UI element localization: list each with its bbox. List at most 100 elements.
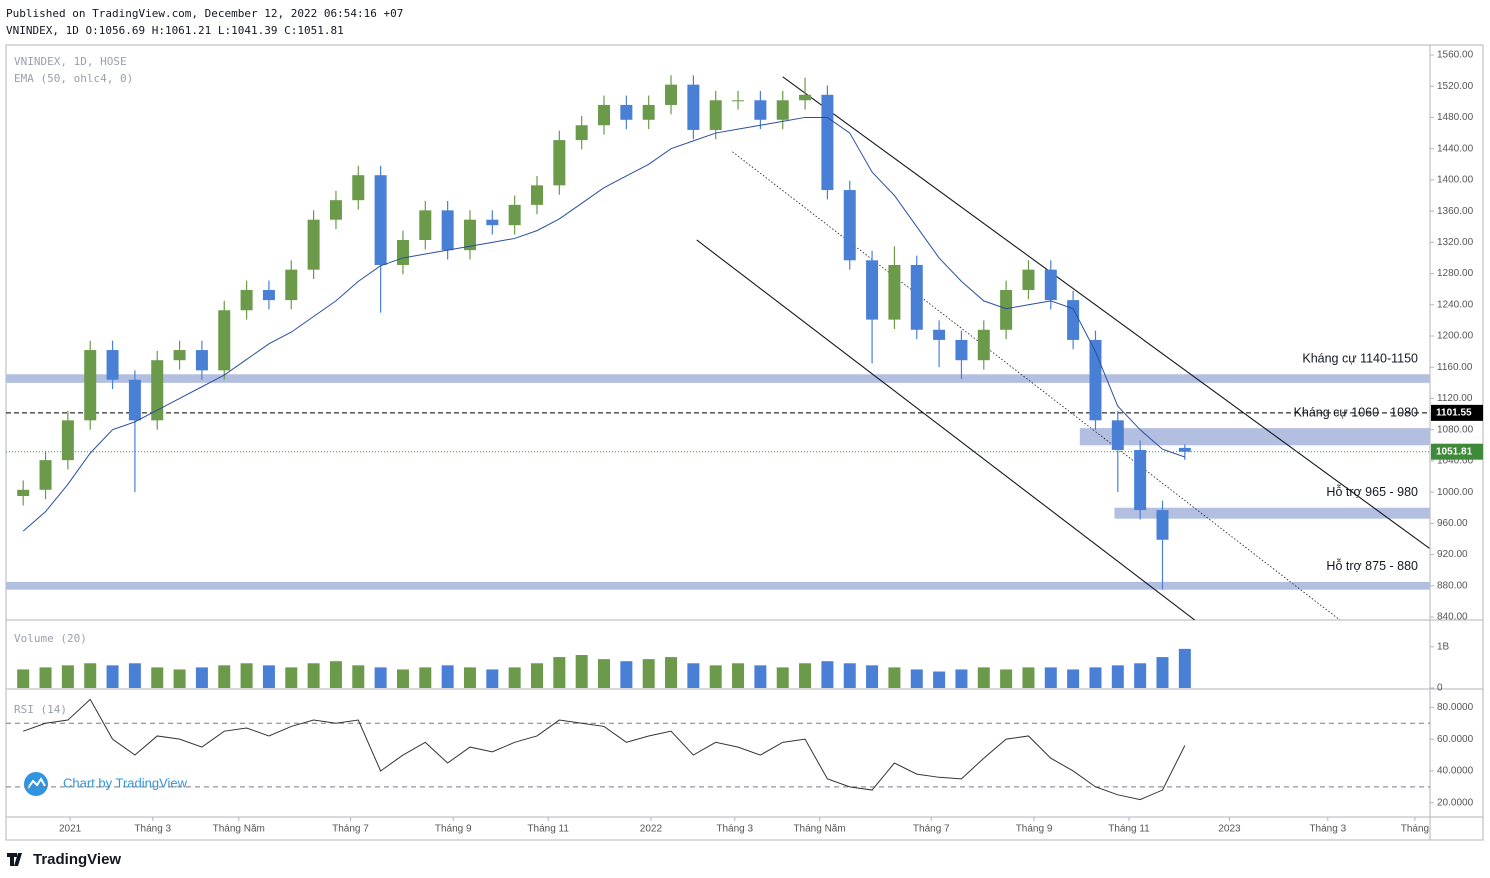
candle-body bbox=[665, 84, 678, 105]
zone bbox=[1079, 428, 1430, 446]
time-tick-label: 2022 bbox=[640, 824, 663, 835]
watermark-icon-line bbox=[27, 777, 46, 789]
zone-label: Hỗ trợ 965 - 980 bbox=[1326, 484, 1418, 499]
rsi-tick-label: 80.0000 bbox=[1437, 702, 1474, 713]
volume-bar bbox=[128, 663, 141, 688]
candle-body bbox=[776, 100, 789, 120]
candle-body bbox=[218, 310, 231, 371]
rsi-line bbox=[23, 698, 1186, 801]
volume-bar bbox=[888, 667, 901, 688]
symbol-legend: VNINDEX, 1D, HOSE bbox=[14, 55, 127, 68]
volume-bar bbox=[642, 659, 655, 688]
time-tick-label: 2021 bbox=[59, 824, 82, 835]
candle-body bbox=[329, 200, 342, 220]
candle-body bbox=[419, 210, 432, 240]
volume-tick-label: 1B bbox=[1437, 641, 1450, 652]
volume-bar bbox=[508, 667, 521, 688]
price-tick-label: 1000.00 bbox=[1437, 487, 1474, 498]
volume-bar bbox=[910, 669, 923, 688]
candle-body bbox=[374, 175, 387, 265]
candle-body bbox=[151, 360, 164, 421]
price-tick-label: 1400.00 bbox=[1437, 175, 1474, 186]
trendline bbox=[696, 239, 1196, 620]
zone bbox=[1114, 507, 1430, 519]
watermark: Chart by TradingView bbox=[24, 772, 188, 796]
volume-bar bbox=[843, 663, 856, 688]
candle-body bbox=[732, 100, 745, 102]
volume-bar bbox=[955, 669, 968, 688]
candle-body bbox=[84, 350, 97, 421]
candle-body bbox=[441, 210, 454, 251]
price-flag-label: 1101.55 bbox=[1436, 408, 1472, 419]
zone-label: Kháng cự 1140-1150 bbox=[1302, 352, 1418, 366]
candle-body bbox=[128, 379, 141, 421]
time-tick-label: Tháng 7 bbox=[913, 824, 950, 835]
price-tick-label: 1080.00 bbox=[1437, 424, 1474, 435]
ohlc-line: VNINDEX, 1D O:1056.69 H:1061.21 L:1041.3… bbox=[6, 24, 344, 37]
time-tick-label: Tháng 3 bbox=[134, 824, 171, 835]
volume-bar bbox=[240, 663, 253, 688]
candle-body bbox=[173, 350, 186, 361]
candle-body bbox=[17, 489, 30, 497]
volume-bar bbox=[553, 657, 566, 688]
candle-body bbox=[61, 420, 74, 461]
price-tick-label: 1160.00 bbox=[1437, 362, 1473, 373]
candle-body bbox=[754, 100, 767, 120]
candle-body bbox=[39, 460, 52, 490]
volume-bar bbox=[262, 665, 275, 688]
volume-tick-label: 0 bbox=[1437, 683, 1443, 694]
price-tick-label: 880.00 bbox=[1437, 580, 1468, 591]
candle-body bbox=[687, 84, 700, 130]
candle-body bbox=[799, 94, 812, 101]
price-tick-label: 1200.00 bbox=[1437, 331, 1474, 342]
candle-body bbox=[352, 175, 365, 201]
main-pane bbox=[6, 75, 1430, 620]
volume-bar bbox=[396, 669, 409, 688]
candle-body bbox=[888, 264, 901, 320]
volume-bar bbox=[218, 665, 231, 688]
volume-bar bbox=[1022, 667, 1035, 688]
volume-bar bbox=[285, 667, 298, 688]
candle-body bbox=[530, 185, 543, 205]
rsi-legend: RSI (14) bbox=[14, 703, 67, 716]
candle-body bbox=[1134, 449, 1147, 511]
candle-body bbox=[486, 219, 499, 226]
price-tick-label: 1120.00 bbox=[1437, 393, 1473, 404]
rsi-tick-label: 40.0000 bbox=[1437, 766, 1474, 777]
candle-body bbox=[1044, 269, 1057, 301]
candle-body bbox=[1111, 420, 1124, 450]
chart-frame bbox=[5, 44, 1484, 841]
time-tick-label: Tháng 7 bbox=[332, 824, 369, 835]
volume-bar bbox=[732, 663, 745, 688]
volume-bar bbox=[486, 669, 499, 688]
candle-body bbox=[821, 94, 834, 191]
volume-bar bbox=[173, 669, 186, 688]
candle-body bbox=[1156, 510, 1169, 540]
volume-bar bbox=[39, 667, 52, 688]
candle-body bbox=[933, 329, 946, 340]
candle-body bbox=[195, 350, 208, 371]
candle-body bbox=[910, 264, 923, 330]
volume-bar bbox=[687, 663, 700, 688]
price-tick-label: 1480.00 bbox=[1437, 112, 1474, 123]
volume-bar bbox=[419, 667, 432, 688]
price-tick-label: 1320.00 bbox=[1437, 237, 1474, 248]
candle-body bbox=[620, 104, 633, 120]
candle-body bbox=[709, 100, 722, 130]
price-tick-label: 1280.00 bbox=[1437, 268, 1474, 279]
volume-bar bbox=[530, 663, 543, 688]
time-tick-label: Tháng 11 bbox=[527, 824, 569, 835]
volume-bar bbox=[977, 667, 990, 688]
footer-logo: TradingView bbox=[7, 851, 121, 868]
volume-bar bbox=[933, 671, 946, 688]
candle-body bbox=[240, 289, 253, 311]
volume-bar bbox=[620, 661, 633, 688]
published-line: Published on TradingView.com, December 1… bbox=[6, 7, 403, 20]
price-tick-label: 1560.00 bbox=[1437, 50, 1474, 61]
price-tick-label: 1040.00 bbox=[1437, 456, 1474, 467]
candle-body bbox=[955, 339, 968, 361]
volume-bar bbox=[61, 665, 74, 688]
time-tick-label: Tháng 3 bbox=[1309, 824, 1346, 835]
candle-body bbox=[463, 219, 476, 251]
volume-bar bbox=[307, 663, 320, 688]
